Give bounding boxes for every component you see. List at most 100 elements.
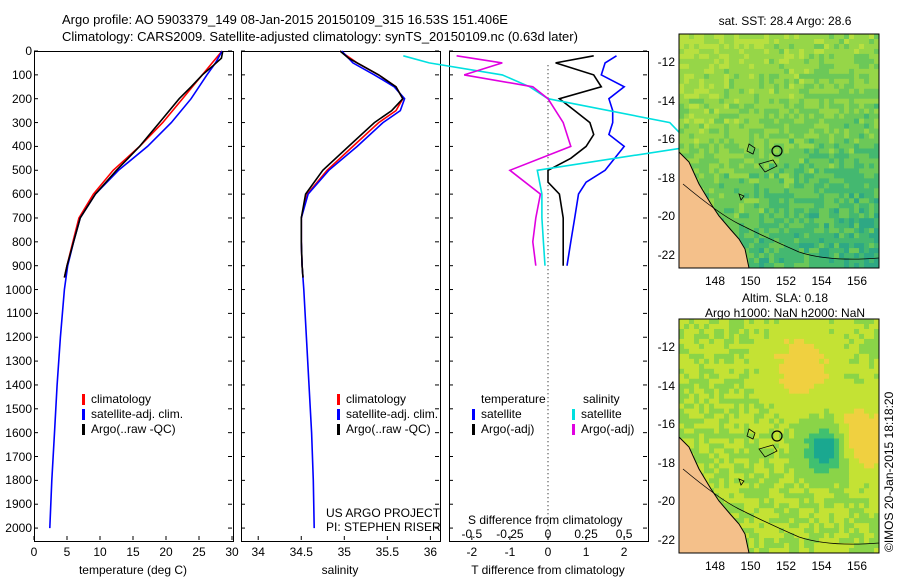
map-cell [834, 183, 840, 189]
map-cell [729, 68, 735, 75]
map-cell [744, 128, 750, 134]
map-cell [774, 38, 780, 45]
map-cell [864, 418, 870, 424]
map-cell [694, 128, 700, 134]
map-cell [689, 133, 695, 139]
map-cell [759, 513, 765, 519]
map-cell [834, 168, 840, 174]
map-cell [749, 263, 755, 269]
map-cell [859, 538, 865, 544]
map-cell [859, 388, 865, 395]
map-cell [774, 263, 780, 269]
map-cell [709, 403, 715, 410]
map-cell [764, 363, 770, 370]
map-cell [869, 243, 875, 249]
map-cell [744, 238, 750, 244]
map-cell [864, 343, 870, 350]
map-cell [784, 233, 790, 239]
map-cell [849, 443, 855, 449]
map-cell [744, 108, 750, 115]
map-lat-tick-label: -12 [657, 55, 675, 69]
map-cell [724, 423, 730, 429]
map-cell [689, 78, 695, 85]
map-cell [829, 113, 835, 120]
map-cell [834, 348, 840, 355]
map-cell [834, 493, 840, 499]
map-cell [724, 193, 730, 199]
map-cell [724, 478, 730, 484]
map-cell [679, 118, 685, 125]
map-cell [789, 153, 795, 159]
map-cell [819, 423, 825, 429]
map-cell [744, 158, 750, 164]
map-cell [834, 468, 840, 474]
map-cell [694, 443, 700, 449]
map-cell [759, 378, 765, 385]
map-cell [764, 463, 770, 469]
map-cell [844, 213, 850, 219]
map-cell [794, 193, 800, 199]
map-cell [689, 353, 695, 360]
map-cell [679, 103, 685, 110]
map-cell [849, 508, 855, 514]
map-cell [749, 93, 755, 100]
map-cell [734, 319, 740, 325]
map-cell [819, 328, 825, 335]
map-cell [689, 128, 695, 134]
map-cell [724, 363, 730, 370]
map-cell [744, 183, 750, 189]
map-cell [859, 143, 865, 149]
map-cell [749, 498, 755, 504]
map-cell [864, 488, 870, 494]
map-cell [839, 388, 845, 395]
map-cell [749, 373, 755, 380]
map-cell [809, 128, 815, 134]
map-cell [779, 178, 785, 184]
map-cell [814, 433, 820, 439]
map-cell [729, 168, 735, 174]
map-cell [814, 198, 820, 204]
map-cell [789, 483, 795, 489]
map-cell [684, 123, 690, 129]
map-cell [774, 343, 780, 350]
map-cell [784, 223, 790, 229]
map-cell [754, 403, 760, 410]
map-cell [799, 78, 805, 85]
map-cell [844, 163, 850, 169]
map-cell [844, 188, 850, 194]
map-cell [844, 478, 850, 484]
map-cell [759, 73, 765, 80]
map-cell [859, 433, 865, 439]
map-cell [869, 493, 875, 499]
map-cell [799, 508, 805, 514]
map-cell [859, 523, 865, 529]
map-cell [704, 433, 710, 439]
coastline [678, 436, 750, 554]
map-cell [844, 378, 850, 385]
map-cell [844, 488, 850, 494]
map-cell [779, 528, 785, 534]
map-cell [874, 138, 880, 144]
map-cell [719, 378, 725, 385]
map-cell [774, 68, 780, 75]
map-cell [819, 168, 825, 174]
map-cell [794, 183, 800, 189]
map-cell [794, 413, 800, 419]
map-cell [869, 68, 875, 75]
map-cell [769, 108, 775, 115]
map-cell [844, 319, 850, 325]
map-cell [729, 353, 735, 360]
map-cell [689, 368, 695, 375]
map-cell [699, 158, 705, 164]
map-cell [679, 108, 685, 115]
map-cell [694, 423, 700, 429]
map-cell [714, 153, 720, 159]
map-cell [874, 373, 880, 380]
map-cell [759, 428, 765, 434]
map-cell [829, 408, 835, 414]
map-cell [799, 143, 805, 149]
map-cell [784, 438, 790, 444]
map-cell [759, 168, 765, 174]
map-cell [789, 523, 795, 529]
map-cell [799, 48, 805, 55]
